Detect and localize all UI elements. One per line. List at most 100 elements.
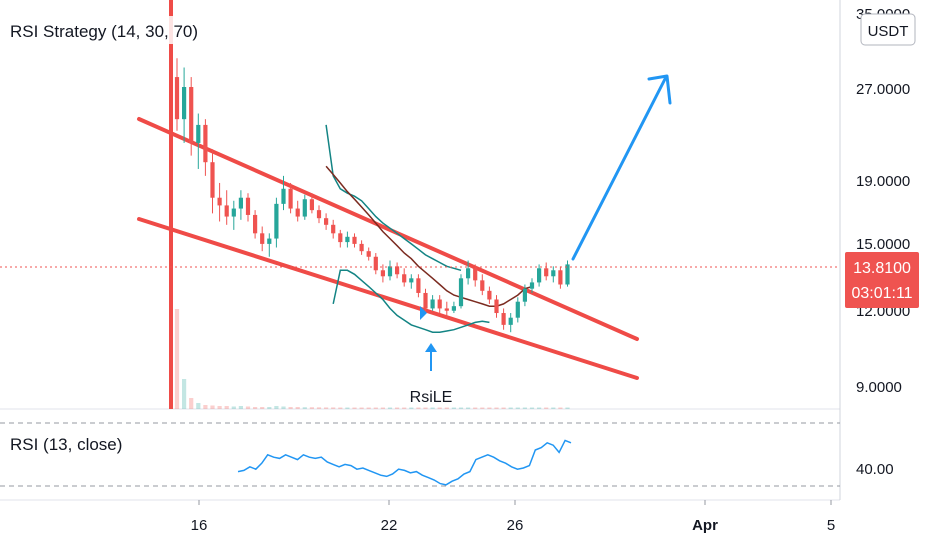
candle-body xyxy=(281,188,286,204)
x-tick-label: 5 xyxy=(827,517,835,534)
volume-bar xyxy=(544,407,549,409)
candle-body xyxy=(295,208,300,217)
bollinger-bands xyxy=(325,124,533,333)
candle-body xyxy=(487,290,492,300)
rsi-panel: RSI (13, close) xyxy=(0,422,840,487)
volume-bar xyxy=(537,407,542,409)
candle-body xyxy=(316,210,322,219)
y-tick-label: 27.0000 xyxy=(856,81,910,98)
volume-bar xyxy=(480,407,485,409)
middle-band-line xyxy=(325,165,533,307)
candle-body xyxy=(515,301,520,318)
volume-bar xyxy=(487,407,492,409)
countdown-label: 03:01:11 xyxy=(851,285,912,302)
candle-body xyxy=(189,87,194,143)
candle-body xyxy=(494,299,499,314)
volume-bar xyxy=(444,407,449,409)
volume-bar xyxy=(238,406,243,409)
volume-bar xyxy=(430,407,435,409)
candle-body xyxy=(466,268,471,279)
volume-bar xyxy=(395,407,400,409)
volume-bar xyxy=(387,407,393,409)
candle-body xyxy=(196,124,201,143)
candle-body xyxy=(522,288,527,302)
volume-bar xyxy=(231,406,236,409)
volume-bar xyxy=(522,407,527,409)
volume-bar xyxy=(288,407,293,409)
volume-bar xyxy=(409,407,414,409)
currency-button[interactable]: USDT xyxy=(860,13,916,46)
volume-bar xyxy=(174,309,180,409)
breakout-arrow xyxy=(571,74,672,261)
candle-body xyxy=(338,233,343,243)
volume-bar xyxy=(551,407,556,409)
volume-bar xyxy=(182,379,187,409)
candle-body xyxy=(267,238,272,244)
candle-body xyxy=(416,278,421,293)
x-tick-label: Apr xyxy=(692,517,718,534)
candle-body xyxy=(409,278,414,283)
volume-bars xyxy=(174,309,570,409)
candle-body xyxy=(395,266,400,275)
candle-body xyxy=(430,299,435,309)
candle-body xyxy=(537,268,542,283)
volume-bar xyxy=(529,407,535,409)
candle-body xyxy=(565,264,570,285)
volume-bar xyxy=(352,407,357,409)
candle-body xyxy=(210,162,215,198)
current-price-label: 13.8100 xyxy=(853,260,911,277)
currency-label: USDT xyxy=(868,23,909,40)
trend-lines xyxy=(137,0,639,409)
volume-bar xyxy=(416,407,421,409)
candle-body xyxy=(387,266,393,277)
volume-bar xyxy=(380,407,385,409)
candle-body xyxy=(224,205,229,217)
signal-marker[interactable]: RsiLE xyxy=(410,306,453,406)
candle-body xyxy=(558,270,563,285)
volume-bar xyxy=(217,406,222,409)
volume-bar xyxy=(260,407,265,409)
candle-body xyxy=(324,218,329,225)
volume-bar xyxy=(366,407,371,409)
candle-body xyxy=(245,197,251,215)
candle-body xyxy=(551,270,556,277)
volume-bar xyxy=(253,407,258,409)
lower-band-line xyxy=(332,269,490,333)
volume-bar xyxy=(494,407,499,409)
volume-bar xyxy=(281,406,286,409)
candle-body xyxy=(331,224,336,234)
x-tick-label: 16 xyxy=(191,517,208,534)
candle-body xyxy=(451,306,456,311)
candle-body xyxy=(373,256,378,271)
volume-bar xyxy=(245,406,251,409)
volume-bar xyxy=(473,407,478,409)
candle-body xyxy=(458,278,464,307)
volume-bar xyxy=(345,407,350,409)
candle-body xyxy=(359,243,364,252)
volume-bar xyxy=(189,398,194,409)
volume-bar xyxy=(466,407,471,409)
y-tick-label: 19.0000 xyxy=(856,173,910,190)
candle-body xyxy=(309,199,314,211)
volume-bar xyxy=(324,407,329,409)
signal-label: RsiLE xyxy=(410,389,453,406)
candle-body xyxy=(345,236,350,243)
candlesticks xyxy=(174,58,570,333)
candle-body xyxy=(437,299,442,309)
volume-bar xyxy=(437,407,442,409)
candle-body xyxy=(529,282,535,289)
candle-body xyxy=(238,197,243,209)
candle-body xyxy=(480,280,485,291)
rsi-tick-label: 40.00 xyxy=(856,461,894,478)
lower-channel-line xyxy=(137,217,639,380)
candle-body xyxy=(544,268,549,277)
volume-bar xyxy=(331,407,336,409)
candle-body xyxy=(380,270,385,277)
volume-bar xyxy=(508,407,513,409)
volume-bar xyxy=(359,407,364,409)
candle-body xyxy=(253,214,258,234)
volume-bar xyxy=(558,407,563,409)
candle-body xyxy=(260,233,265,244)
candle-body xyxy=(182,87,187,120)
strategy-legend[interactable]: RSI Strategy (14, 30, 70) xyxy=(4,16,198,44)
